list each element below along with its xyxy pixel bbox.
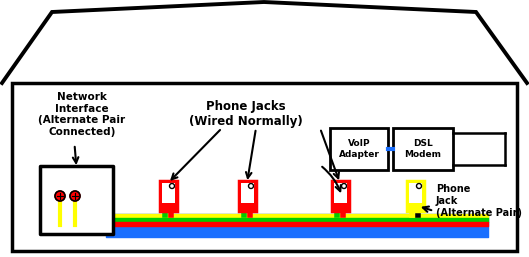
Bar <box>160 181 177 211</box>
Bar <box>406 181 424 211</box>
Circle shape <box>342 183 346 188</box>
Bar <box>330 128 388 170</box>
Text: VoIP
Adapter: VoIP Adapter <box>339 139 379 159</box>
Bar <box>408 183 422 203</box>
Bar <box>333 183 346 203</box>
Text: Phone Jacks
(Wired Normally): Phone Jacks (Wired Normally) <box>189 100 303 128</box>
Bar <box>241 183 253 203</box>
Text: Network
Interface
(Alternate Pair
Connected): Network Interface (Alternate Pair Connec… <box>39 92 125 137</box>
Bar <box>12 83 517 251</box>
Bar <box>40 166 113 234</box>
Text: DSL
Modem: DSL Modem <box>405 139 442 159</box>
Circle shape <box>249 183 253 188</box>
Circle shape <box>70 191 80 201</box>
Bar <box>239 181 256 211</box>
Circle shape <box>169 183 175 188</box>
Bar <box>161 183 175 203</box>
Circle shape <box>416 183 422 188</box>
Circle shape <box>55 191 65 201</box>
Text: Phone
Jack
(Alternate Pair): Phone Jack (Alternate Pair) <box>436 185 522 218</box>
Bar <box>393 128 453 170</box>
Bar <box>332 181 349 211</box>
